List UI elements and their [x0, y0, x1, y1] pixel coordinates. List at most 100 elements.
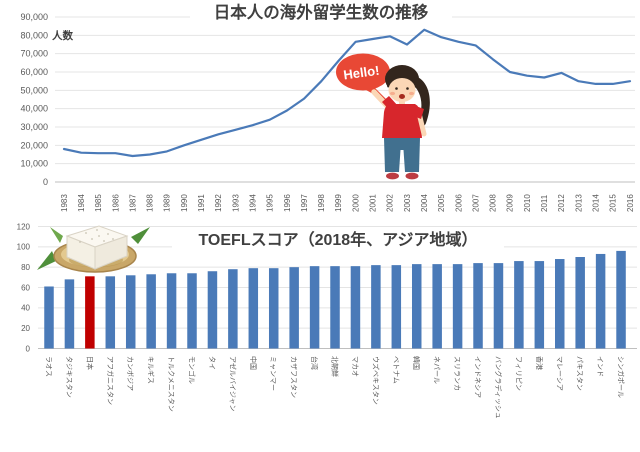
chart-title: 日本人の海外留学生数の推移 [214, 2, 429, 22]
y-tick-label: 20,000 [20, 140, 48, 150]
x-tick-label: 2012 [557, 194, 566, 212]
x-category-label: マレーシア [555, 356, 563, 391]
girl-sleeve-right [411, 105, 424, 119]
bar [289, 267, 299, 349]
girl-blush-left [389, 91, 396, 96]
x-category-label: パキスタン [576, 356, 585, 391]
tofu-right-face [94, 235, 128, 270]
waving-girl-illustration: Hello! [336, 53, 430, 180]
x-tick-label: 2002 [386, 194, 395, 212]
x-tick-label: 2011 [540, 194, 549, 212]
x-tick-label: 2006 [454, 194, 463, 212]
x-tick-label: 2013 [574, 194, 583, 212]
bar [64, 279, 75, 349]
x-category-label: カザフスタン [290, 356, 299, 398]
girl-shoe-left [386, 172, 399, 180]
y-tick-label: 0 [43, 177, 48, 187]
y-tick-label: 10,000 [20, 159, 48, 169]
x-category-label: マカオ [351, 356, 359, 377]
y-tick-label: 30,000 [20, 122, 48, 132]
x-category-label: キルギス [147, 356, 155, 384]
line-chart-generated: 0 10,000 20,000 30,000 40,000 50,000 60,000 70,… [20, 1, 635, 212]
x-tick-label: 2016 [626, 194, 635, 212]
bar [616, 250, 626, 349]
x-tick-label: 1995 [266, 194, 275, 212]
girl-neck [399, 99, 405, 106]
girl-eye-right [406, 87, 409, 90]
x-category-label: ベトナム [392, 356, 400, 384]
x-tick-label: 2001 [369, 194, 378, 212]
tofu-dots [79, 229, 114, 243]
bar [268, 268, 279, 349]
x-tick-label: 1985 [94, 194, 103, 212]
x-tick-label: 2015 [609, 194, 618, 212]
bar [595, 253, 606, 349]
y-tick-label: 0 [26, 344, 31, 353]
y-tick-label: 90,000 [20, 12, 48, 22]
bar [166, 273, 177, 349]
x-category-label: ウズベキスタン [371, 356, 380, 405]
x-tick-label: 2014 [592, 194, 601, 212]
y-tick-label: 80,000 [20, 30, 48, 40]
x-tick-label: 2003 [403, 194, 412, 212]
girl-jeans [384, 138, 420, 172]
x-category-label: 韓国 [412, 356, 421, 370]
x-category-label: ネパール [433, 356, 441, 384]
y-tick-label: 100 [17, 243, 31, 252]
y-axis-title: 人数 [52, 29, 73, 42]
x-category-label: 日本 [85, 356, 94, 370]
bar-japan-highlighted [85, 276, 95, 349]
title-background [172, 228, 504, 249]
x-category-label: モンゴル [188, 356, 197, 384]
y-tick-label: 80 [21, 263, 30, 272]
x-category-label: タイ [208, 356, 217, 370]
x-tick-label: 1984 [77, 194, 86, 212]
x-category-label: ミャンマー [269, 356, 277, 391]
y-tick-label: 120 [17, 222, 31, 231]
x-category-label: カンボジア [126, 356, 134, 391]
title-background [190, 1, 452, 22]
bar [555, 259, 565, 349]
x-tick-label: 1992 [214, 194, 223, 212]
bar [473, 263, 483, 349]
x-category-label: 台湾 [310, 356, 319, 370]
x-tick-label: 2009 [506, 194, 515, 212]
bar [44, 286, 54, 349]
bar [391, 265, 402, 349]
x-category-label: アゼルバイジャン [228, 356, 237, 412]
bar [330, 266, 340, 349]
x-category-label: 北朝鮮 [331, 356, 340, 377]
bar [411, 264, 422, 349]
y-tick-label: 40,000 [20, 104, 48, 114]
leaf-icon [37, 251, 56, 270]
x-tick-label: 1993 [231, 194, 240, 212]
x-tick-label: 1988 [146, 194, 155, 212]
x-category-label: バングラディッシュ [494, 356, 503, 419]
girl-face [388, 78, 416, 102]
speech-bubble [336, 53, 390, 91]
line-series [62, 28, 632, 158]
x-tick-label: 1987 [128, 194, 137, 212]
leaf-icon [131, 227, 150, 244]
bar [514, 261, 524, 349]
y-tick-label: 60 [21, 283, 30, 292]
bar [125, 275, 136, 349]
x-category-label: トルクメニスタン [167, 356, 176, 412]
girl-eye-left [395, 87, 398, 90]
x-tick-label: 2008 [489, 194, 498, 212]
bar [105, 276, 116, 349]
bar [432, 264, 442, 349]
speech-bubble-text: Hello! [342, 63, 380, 83]
x-tick-label: 1983 [60, 194, 69, 212]
x-tick-label: 1989 [163, 194, 172, 212]
x-tick-label: 2007 [471, 194, 480, 212]
x-tick-label: 2005 [437, 194, 446, 212]
x-category-label: インドネシア [474, 356, 482, 398]
girl-sleeve-left [382, 96, 398, 113]
x-category-label: インド [596, 356, 603, 377]
bar [309, 266, 320, 349]
bar [575, 257, 585, 349]
leaf-icon [50, 227, 63, 243]
bar [187, 273, 197, 349]
